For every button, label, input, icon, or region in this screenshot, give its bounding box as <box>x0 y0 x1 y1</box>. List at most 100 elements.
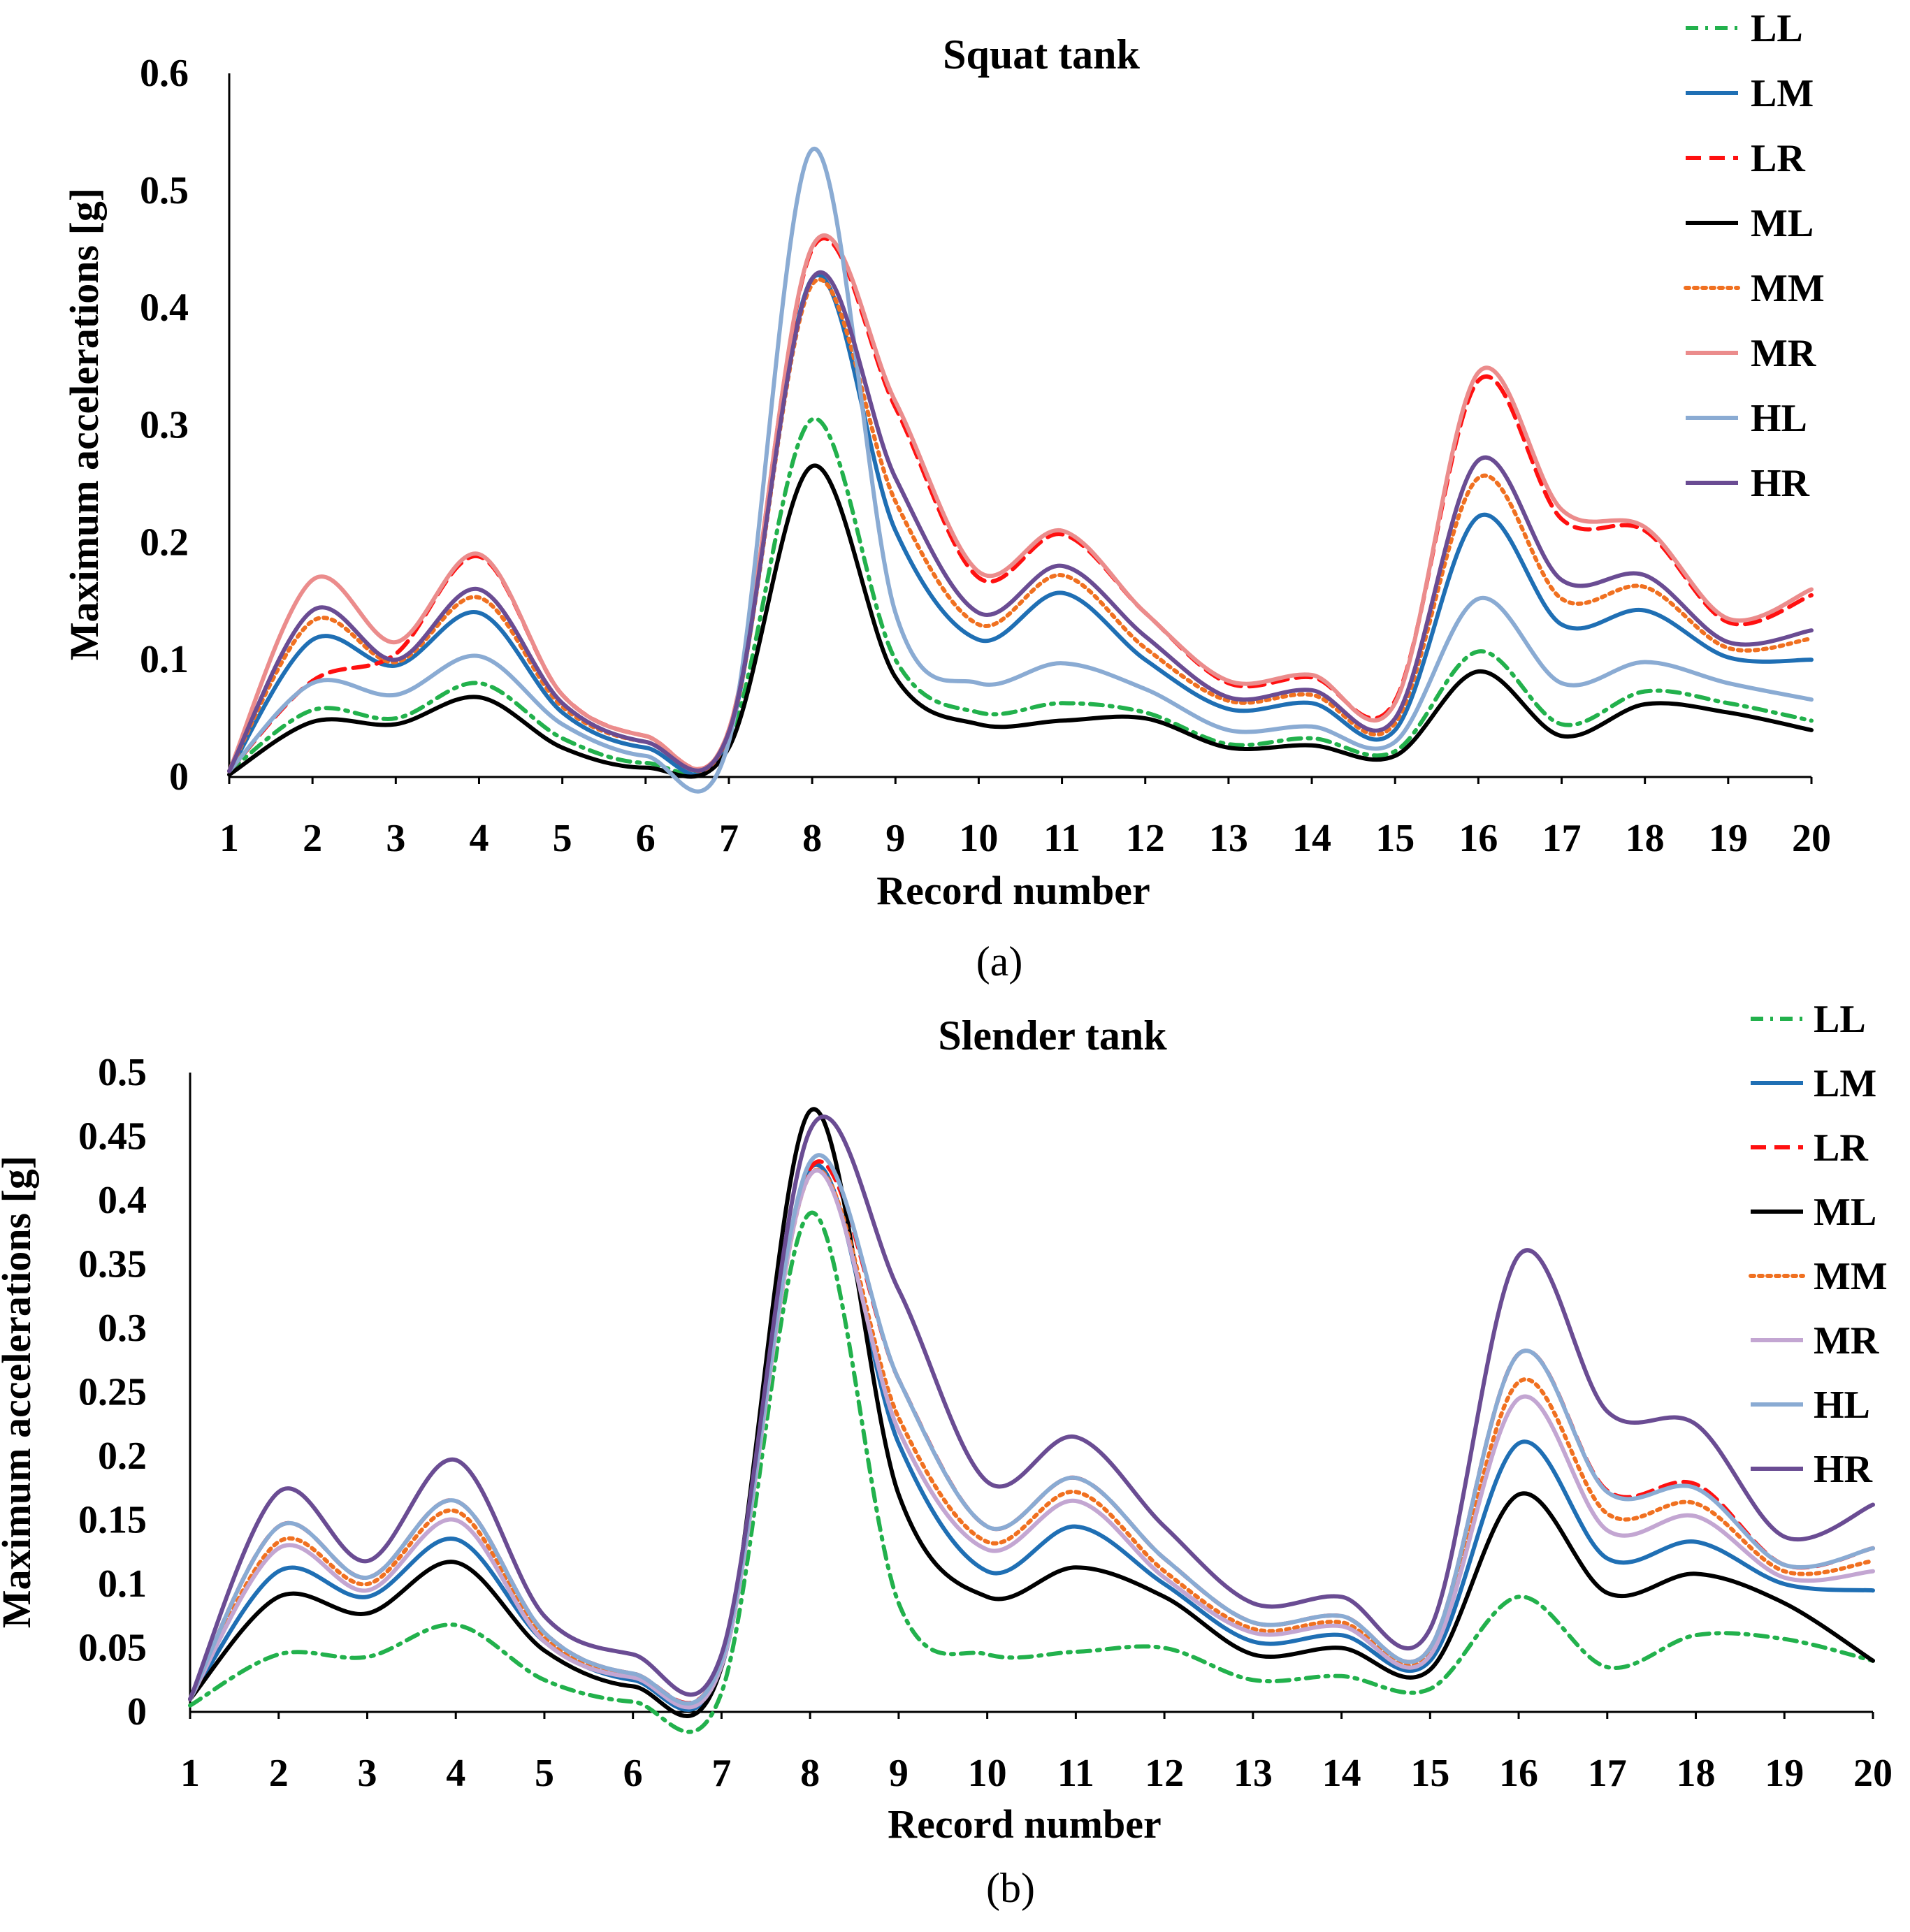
series-line-mm <box>227 277 1814 773</box>
x-tick-label: 11 <box>1043 817 1080 860</box>
series-line-hl <box>188 1153 1875 1706</box>
x-tick-label: 18 <box>1626 817 1665 860</box>
x-tick-label: 12 <box>1145 1752 1184 1795</box>
x-tick-label: 20 <box>1792 817 1831 860</box>
series-line-hr <box>227 270 1814 773</box>
x-tick-label: 3 <box>386 817 405 860</box>
x-tick-label: 5 <box>553 817 572 860</box>
y-tick-label: 0.25 <box>78 1371 147 1414</box>
x-tick-label: 20 <box>1853 1752 1893 1795</box>
y-tick-label: 0.35 <box>78 1243 147 1286</box>
legend-label-lr: LR <box>1751 137 1805 180</box>
y-tick-label: 0.1 <box>98 1562 147 1606</box>
series-line-mr <box>227 233 1814 773</box>
y-axis-label: Maximum accelerations [g] <box>0 1156 39 1628</box>
chart-title: Slender tank <box>938 1012 1167 1059</box>
legend-label-ml: ML <box>1814 1191 1876 1234</box>
x-tick-label: 2 <box>269 1752 289 1795</box>
panel-label: (b) <box>986 1865 1035 1911</box>
y-tick-label: 0 <box>169 755 189 799</box>
y-tick-label: 0.3 <box>140 404 189 447</box>
x-tick-label: 4 <box>469 817 489 860</box>
series-line-ll <box>227 416 1814 777</box>
legend-label-mr: MR <box>1751 332 1816 375</box>
x-tick-label: 6 <box>636 817 656 860</box>
x-tick-label: 8 <box>800 1752 820 1795</box>
chart-panel-b: Slender tank 0 0.05 0.1 0.15 0.2 0.25 0.3 0.35 0.… <box>0 998 1893 1911</box>
x-tick-label: 1 <box>219 817 239 860</box>
x-tick-label: 7 <box>711 1752 731 1795</box>
chart-title: Squat tank <box>943 31 1140 78</box>
y-tick-label: 0.1 <box>140 638 189 681</box>
legend-label-hr: HR <box>1751 462 1810 505</box>
series-line-ll <box>188 1210 1875 1734</box>
series-line-lr <box>227 236 1814 773</box>
y-tick-label: 0.2 <box>98 1435 147 1478</box>
legend-label-mm: MM <box>1814 1255 1888 1298</box>
y-tick-label: 0.6 <box>140 52 189 95</box>
legend-label-mm: MM <box>1751 267 1825 310</box>
legend-label-hl: HL <box>1814 1383 1870 1427</box>
series-line-lm <box>188 1163 1875 1712</box>
y-tick-label: 0.15 <box>78 1499 147 1542</box>
x-tick-label: 13 <box>1233 1752 1273 1795</box>
x-tick-label: 15 <box>1410 1752 1449 1795</box>
legend-label-ll: LL <box>1814 998 1866 1041</box>
legend-label-lm: LM <box>1751 72 1814 115</box>
series-line-hr <box>188 1114 1875 1701</box>
x-tick-label: 2 <box>303 817 322 860</box>
legend: LL LM LR ML MM MR HL HR <box>1749 998 1888 1491</box>
y-tick-label: 0.4 <box>98 1179 147 1222</box>
y-axis-label: Maximum accelerations [g] <box>62 188 107 660</box>
x-tick-label: 9 <box>885 817 905 860</box>
x-tick-label: 11 <box>1057 1752 1094 1795</box>
y-tick-label: 0 <box>127 1690 147 1734</box>
x-tick-label: 10 <box>959 817 998 860</box>
x-axis-label: Record number <box>888 1801 1161 1847</box>
y-tick-label: 0.2 <box>140 521 189 564</box>
series-line-lm <box>227 273 1814 777</box>
x-tick-label: 4 <box>446 1752 465 1795</box>
x-tick-label: 14 <box>1322 1752 1361 1795</box>
x-tick-label: 18 <box>1677 1752 1716 1795</box>
x-tick-label: 16 <box>1459 817 1498 860</box>
series-line-ml <box>227 463 1814 779</box>
series-line-lr <box>188 1159 1875 1706</box>
series-line-ml <box>188 1107 1875 1719</box>
x-axis-label: Record number <box>876 868 1150 913</box>
legend-label-ml: ML <box>1751 202 1814 245</box>
x-tick-label: 3 <box>357 1752 377 1795</box>
series-line-mr <box>188 1168 1875 1710</box>
x-tick-label: 9 <box>889 1752 909 1795</box>
series-line-mm <box>188 1168 1875 1708</box>
series-line-hl <box>227 147 1814 794</box>
y-tick-label: 0.4 <box>140 286 189 330</box>
x-tick-label: 12 <box>1126 817 1165 860</box>
x-tick-label: 10 <box>968 1752 1007 1795</box>
x-tick-label: 14 <box>1292 817 1331 860</box>
y-tick-label: 0.5 <box>140 169 189 212</box>
legend-label-mr: MR <box>1814 1319 1879 1363</box>
x-tick-label: 7 <box>719 817 739 860</box>
y-tick-label: 0.45 <box>78 1115 147 1159</box>
x-tick-label: 17 <box>1588 1752 1627 1795</box>
x-tick-label: 6 <box>623 1752 643 1795</box>
panel-label: (a) <box>976 938 1023 985</box>
x-tick-label: 1 <box>180 1752 200 1795</box>
y-tick-label: 0.05 <box>78 1627 147 1670</box>
legend-label-hl: HL <box>1751 397 1807 440</box>
y-tick-label: 0.3 <box>98 1307 147 1350</box>
y-tick-label: 0.5 <box>98 1051 147 1094</box>
x-tick-label: 13 <box>1209 817 1248 860</box>
x-tick-label: 16 <box>1499 1752 1538 1795</box>
x-tick-label: 19 <box>1765 1752 1804 1795</box>
legend: LL LM LR ML MM MR HL HR <box>1684 7 1825 505</box>
x-tick-label: 15 <box>1375 817 1415 860</box>
legend-label-ll: LL <box>1751 7 1803 50</box>
x-tick-label: 19 <box>1709 817 1748 860</box>
legend-label-lr: LR <box>1814 1126 1868 1170</box>
legend-label-hr: HR <box>1814 1448 1873 1491</box>
x-tick-label: 8 <box>802 817 822 860</box>
